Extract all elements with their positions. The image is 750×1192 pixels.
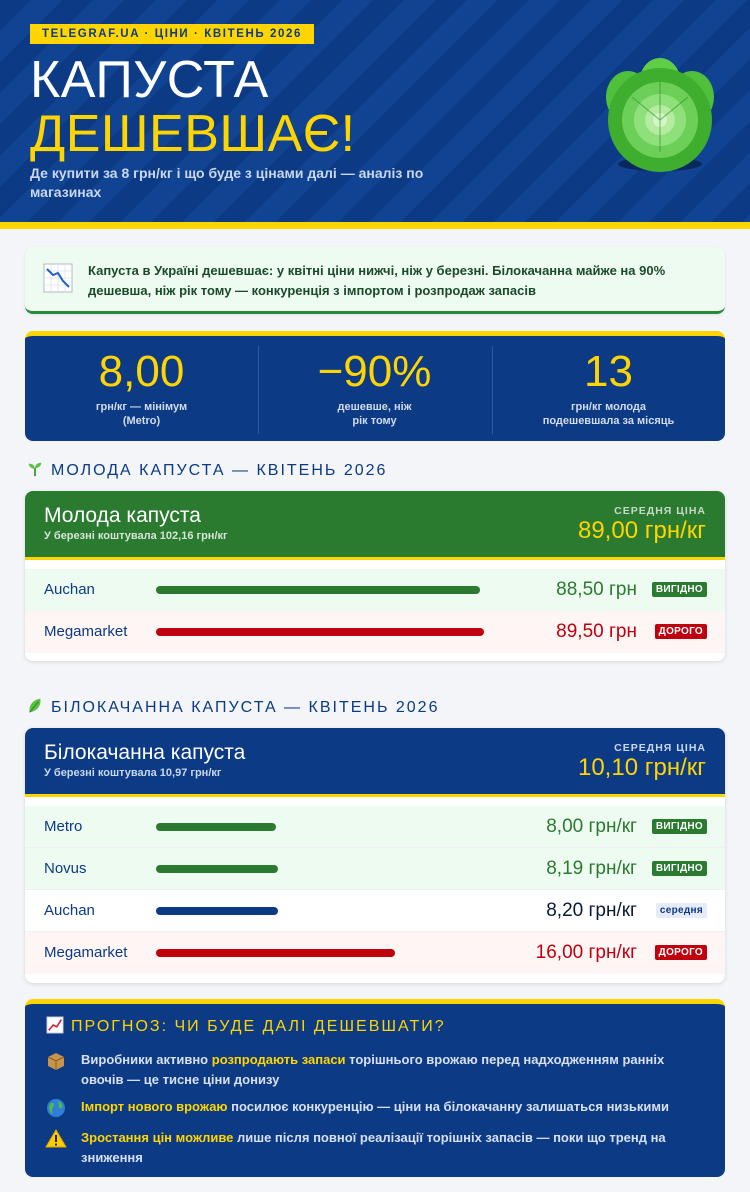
card-accent-line (25, 557, 725, 560)
title-line-1: КАПУСТА (30, 51, 269, 109)
average-price-value: 10,10 грн/кг (577, 754, 706, 781)
price-bar (156, 586, 480, 594)
store-name: Auchan (44, 902, 95, 919)
price-row: Auchan 88,50 грн ВИГІДНО (25, 569, 725, 611)
text-highlight: Імпорт нового врожаю (81, 1099, 228, 1114)
price-value: 8,19 грн/кг (546, 858, 637, 879)
price-value: 8,20 грн/кг (546, 900, 637, 921)
section-title-young: МОЛОДА КАПУСТА — КВІТЕНЬ 2026 (25, 460, 387, 481)
text-part: торішнього врожаю перед надходженням ран… (81, 1052, 665, 1087)
text-highlight: розпродають запаси (211, 1052, 346, 1067)
section-title-text: БІЛОКАЧАННА КАПУСТА — КВІТЕНЬ 2026 (51, 699, 440, 716)
status-badge: ДОРОГО (654, 945, 707, 960)
leafy-green-icon (29, 698, 41, 713)
price-row: Metro 8,00 грн/кг ВИГІДНО (25, 806, 725, 848)
stat-value: −90% (317, 347, 432, 396)
stat-divider (492, 346, 493, 434)
forecast-text: Виробники активно розпродають запаси тор… (81, 1050, 701, 1090)
status-badge: середня (655, 903, 707, 918)
store-name: Auchan (44, 581, 95, 598)
summary-alert: Капуста в Україні дешевшає: у квітні цін… (25, 247, 725, 314)
status-badge: ВИГІДНО (651, 819, 707, 834)
stat-label: рік тому (352, 415, 397, 427)
forecast-text: Імпорт нового врожаю посилює конкуренцію… (81, 1097, 701, 1117)
stat-label: подешевшала за місяць (542, 415, 675, 427)
alert-text: Капуста в Україні дешевшає: у квітні цін… (88, 263, 666, 298)
card-previous-price: У березні коштувала 102,16 грн/кг (44, 530, 228, 542)
forecast-item: Зростання цін можливе лише після повної … (45, 1128, 705, 1170)
text-part: посилює конкуренцію — ціни на білокачанн… (227, 1099, 669, 1114)
young-cabbage-card: Молода капуста У березні коштувала 102,1… (25, 491, 725, 661)
text-part: Виробники активно (81, 1052, 212, 1067)
section-title-white: БІЛОКАЧАННА КАПУСТА — КВІТЕНЬ 2026 (25, 697, 439, 718)
header-banner: TELEGRAF.UA · ЦІНИ · КВІТЕНЬ 2026 КАПУСТ… (0, 0, 750, 222)
card-accent-line (25, 794, 725, 797)
store-name: Megamarket (44, 623, 128, 640)
price-row: Novus 8,19 грн/кг ВИГІДНО (25, 848, 725, 890)
source-tag: TELEGRAF.UA · ЦІНИ · КВІТЕНЬ 2026 (30, 24, 315, 44)
package-icon (47, 1053, 65, 1070)
price-value: 88,50 грн (556, 579, 637, 600)
cabbage-icon (606, 58, 714, 172)
price-value: 8,00 грн/кг (546, 816, 637, 837)
price-bar (156, 628, 484, 636)
stat-label: (Metro) (122, 415, 161, 427)
forecast-title: ПРОГНОЗ: ЧИ БУДЕ ДАЛІ ДЕШЕВШАТИ? (45, 1016, 446, 1037)
price-row: Megamarket 16,00 грн/кг ДОРОГО (25, 932, 725, 974)
status-badge: ДОРОГО (654, 624, 707, 639)
card-previous-price: У березні коштувала 10,97 грн/кг (44, 767, 222, 779)
subtitle: Де купити за 8 грн/кг і що буде з цінами… (30, 165, 424, 200)
price-bar (156, 949, 395, 957)
globe-icon (47, 1099, 65, 1117)
stat-value: 8,00 (98, 347, 185, 396)
price-row: Megamarket 89,50 грн ДОРОГО (25, 611, 725, 653)
price-bar (156, 823, 276, 831)
forecast-item: Виробники активно розпродають запаси тор… (45, 1050, 705, 1092)
price-bar (156, 907, 278, 915)
chart-increasing-icon (46, 1016, 64, 1034)
forecast-item: Імпорт нового врожаю посилює конкуренцію… (45, 1097, 705, 1121)
card-product-name: Молода капуста (44, 504, 201, 527)
stat-month-change: 13 грн/кг молода подешевшала за місяць (492, 346, 725, 436)
average-price-value: 89,00 грн/кг (577, 517, 706, 544)
chart-decreasing-icon (43, 263, 73, 293)
store-name: Megamarket (44, 944, 128, 961)
store-name: Novus (44, 860, 87, 877)
text-highlight: Зростання цін можливе (81, 1130, 234, 1145)
stat-label: грн/кг молода (570, 401, 647, 413)
average-price-label: СЕРЕДНЯ ЦІНА (614, 742, 706, 754)
price-row: Auchan 8,20 грн/кг середня (25, 890, 725, 932)
price-value: 16,00 грн/кг (535, 942, 637, 963)
forecast-title-text: ПРОГНОЗ: ЧИ БУДЕ ДАЛІ ДЕШЕВШАТИ? (71, 1018, 446, 1035)
status-badge: ВИГІДНО (651, 582, 707, 597)
stats-panel: 8,00 грн/кг — мінімум (Metro) −90% дешев… (25, 331, 725, 441)
section-title-text: МОЛОДА КАПУСТА — КВІТЕНЬ 2026 (51, 462, 388, 479)
average-price-label: СЕРЕДНЯ ЦІНА (614, 505, 706, 517)
card-header: Білокачанна капуста У березні коштувала … (25, 728, 725, 794)
card-header: Молода капуста У березні коштувала 102,1… (25, 491, 725, 557)
stat-value: 13 (584, 347, 633, 396)
forecast-panel: ПРОГНОЗ: ЧИ БУДЕ ДАЛІ ДЕШЕВШАТИ? Виробни… (25, 999, 725, 1177)
price-bar (156, 865, 278, 873)
price-value: 89,50 грн (556, 621, 637, 642)
warning-icon (45, 1129, 67, 1148)
title-line-2: ДЕШЕВШАЄ! (30, 105, 356, 163)
stat-year-change: −90% дешевше, ніж рік тому (258, 346, 491, 436)
store-name: Metro (44, 818, 83, 835)
stat-divider (258, 346, 259, 434)
white-cabbage-card: Білокачанна капуста У березні коштувала … (25, 728, 725, 983)
text-part: лише після повної реалізації торішніх за… (81, 1130, 666, 1165)
seedling-icon (28, 462, 42, 477)
status-badge: ВИГІДНО (651, 861, 707, 876)
stat-minimum: 8,00 грн/кг — мінімум (Metro) (25, 346, 258, 436)
header-accent-bar (0, 222, 750, 229)
card-product-name: Білокачанна капуста (44, 741, 246, 764)
stat-label: грн/кг — мінімум (95, 401, 188, 413)
forecast-text: Зростання цін можливе лише після повної … (81, 1128, 701, 1168)
stat-label: дешевше, ніж (337, 401, 412, 413)
